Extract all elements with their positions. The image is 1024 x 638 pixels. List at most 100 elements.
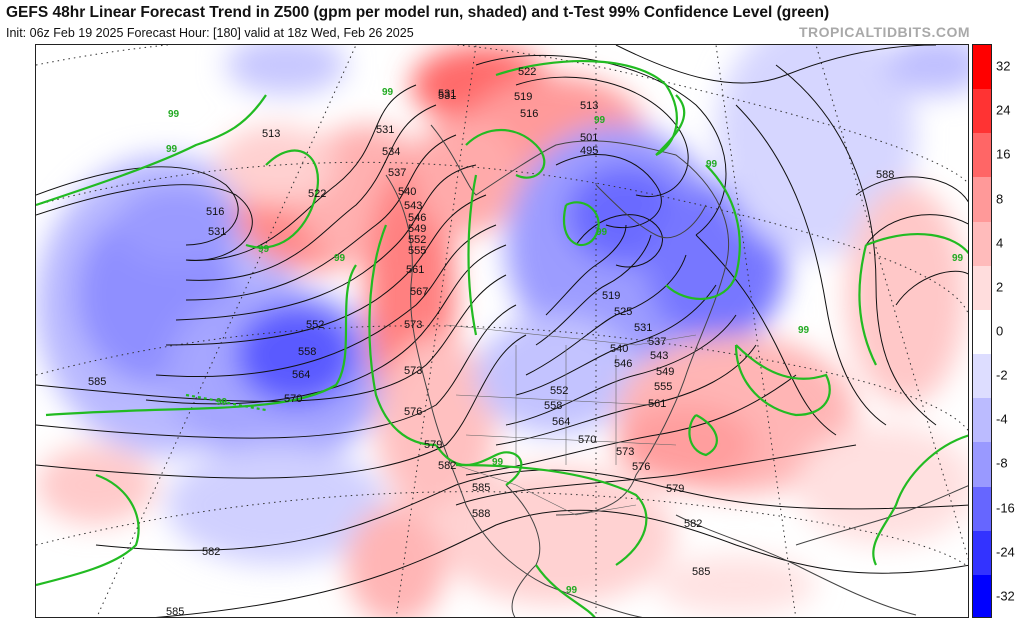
contour-label: 588 <box>876 169 894 181</box>
contour-label: 576 <box>404 406 422 418</box>
confidence-label: 99 <box>594 115 606 126</box>
colorbar-segment <box>973 45 991 91</box>
colorbar-tick-label: 4 <box>996 235 1004 251</box>
colorbar-segment <box>973 309 991 356</box>
confidence-label: 99 <box>258 244 270 255</box>
contour-label: 570 <box>284 393 302 405</box>
forecast-map: 516 531 513 522 531 531 534 537 540 543 … <box>35 44 969 618</box>
colorbar-segment <box>973 354 991 400</box>
contour-label: 531 <box>634 322 652 334</box>
contour-label: 546 <box>408 212 426 224</box>
contour-label: 558 <box>298 346 316 358</box>
colorbar-tick-label: 32 <box>996 58 1011 74</box>
contour-label: 573 <box>404 365 422 377</box>
colorbar-segment <box>973 442 991 488</box>
contour-label: 540 <box>398 186 416 198</box>
contour-label: 549 <box>656 366 674 378</box>
contour-label: 579 <box>666 483 684 495</box>
colorbar-segment <box>973 486 991 532</box>
contour-label: 522 <box>518 66 536 78</box>
contour-label: 534 <box>382 146 400 158</box>
contour-label: 543 <box>650 350 668 362</box>
colorbar-tick-label: -4 <box>996 411 1008 427</box>
contour-label: 573 <box>404 319 422 331</box>
contour-label: 537 <box>648 336 666 348</box>
confidence-label: 99 <box>168 109 180 120</box>
confidence-label: 99 <box>706 159 718 170</box>
confidence-label-group: 99 99 99 99 99 99 99 99 99 99 99 99 99 <box>166 87 964 596</box>
contour-label: 519 <box>602 290 620 302</box>
contour-label: 561 <box>406 264 424 276</box>
colorbar-tick-label: -2 <box>996 367 1008 383</box>
contour-label: 582 <box>202 546 220 558</box>
contour-label: 513 <box>262 128 280 140</box>
colorbar-segment <box>973 177 991 223</box>
contour-label: 582 <box>684 518 702 530</box>
confidence-label: 99 <box>952 253 964 264</box>
contour-label: 546 <box>614 358 632 370</box>
contour-label: 519 <box>514 91 532 103</box>
contour-label-group: 516 531 513 522 531 531 534 537 540 543 … <box>88 66 894 618</box>
contour-label: 576 <box>632 461 650 473</box>
chart-subtitle: Init: 06z Feb 19 2025 Forecast Hour: [18… <box>6 26 414 40</box>
colorbar-tick-label: -32 <box>996 588 1015 604</box>
contour-label: 531 <box>208 226 226 238</box>
contour-label: 564 <box>552 416 570 428</box>
colorbar-segment <box>973 265 991 311</box>
contour-label: 588 <box>472 508 490 520</box>
contour-label: 585 <box>692 566 710 578</box>
contour-label: 555 <box>654 381 672 393</box>
contour-label: 516 <box>206 206 224 218</box>
contour-label: 552 <box>550 385 568 397</box>
confidence-label: 99 <box>166 144 178 155</box>
confidence-label: 99 <box>216 397 228 408</box>
contour-label: 552 <box>306 319 324 331</box>
contour-label: 585 <box>166 606 184 618</box>
confidence-label: 99 <box>492 457 504 468</box>
contour-label: 543 <box>404 200 422 212</box>
contour-label: 552 <box>408 234 426 246</box>
confidence-contours <box>36 59 968 617</box>
contour-label: 495 <box>580 145 598 157</box>
contour-label: 531 <box>376 124 394 136</box>
colorbar-tick-label: 16 <box>996 146 1011 162</box>
confidence-label: 99 <box>596 227 608 238</box>
contour-label: 537 <box>388 167 406 179</box>
contour-label: 567 <box>410 286 428 298</box>
colorbar-tick-label: -8 <box>996 455 1008 471</box>
contour-label: 525 <box>614 306 632 318</box>
height-contours <box>36 45 968 617</box>
colorbar-segment <box>973 398 991 444</box>
confidence-label: 99 <box>382 87 394 98</box>
contour-label: 522 <box>308 188 326 200</box>
confidence-label: 99 <box>334 253 346 264</box>
confidence-label: 99 <box>798 325 810 336</box>
contour-label: 582 <box>438 460 456 472</box>
colorbar-segment <box>973 221 991 267</box>
contour-label: 585 <box>88 376 106 388</box>
contour-label: 564 <box>292 369 310 381</box>
contour-label: 516 <box>520 108 538 120</box>
map-canvas: 516 531 513 522 531 531 534 537 540 543 … <box>36 45 968 618</box>
contour-label: 540 <box>610 343 628 355</box>
watermark: TROPICALTIDBITS.COM <box>798 24 970 40</box>
contour-label: 501 <box>580 132 598 144</box>
colorbar-segment <box>973 133 991 179</box>
contour-label: 531 <box>438 90 456 102</box>
contour-label: 531 <box>438 88 456 100</box>
borders <box>445 324 697 516</box>
contour-label: 549 <box>408 223 426 235</box>
colorbar-tick-label: 24 <box>996 102 1011 118</box>
chart-title: GEFS 48hr Linear Forecast Trend in Z500 … <box>6 4 830 21</box>
colorbar-tick-label: 0 <box>996 323 1004 339</box>
contour-label: 585 <box>472 482 490 494</box>
trend-shading <box>36 45 968 617</box>
colorbar-tick-label: -24 <box>996 544 1015 560</box>
colorbar-segment <box>973 89 991 135</box>
contour-label: 513 <box>580 100 598 112</box>
contour-label: 570 <box>578 434 596 446</box>
contour-label: 558 <box>544 400 562 412</box>
colorbar-segment <box>973 574 991 617</box>
colorbar-segment <box>973 530 991 576</box>
colorbar-tick-label: -16 <box>996 500 1015 516</box>
